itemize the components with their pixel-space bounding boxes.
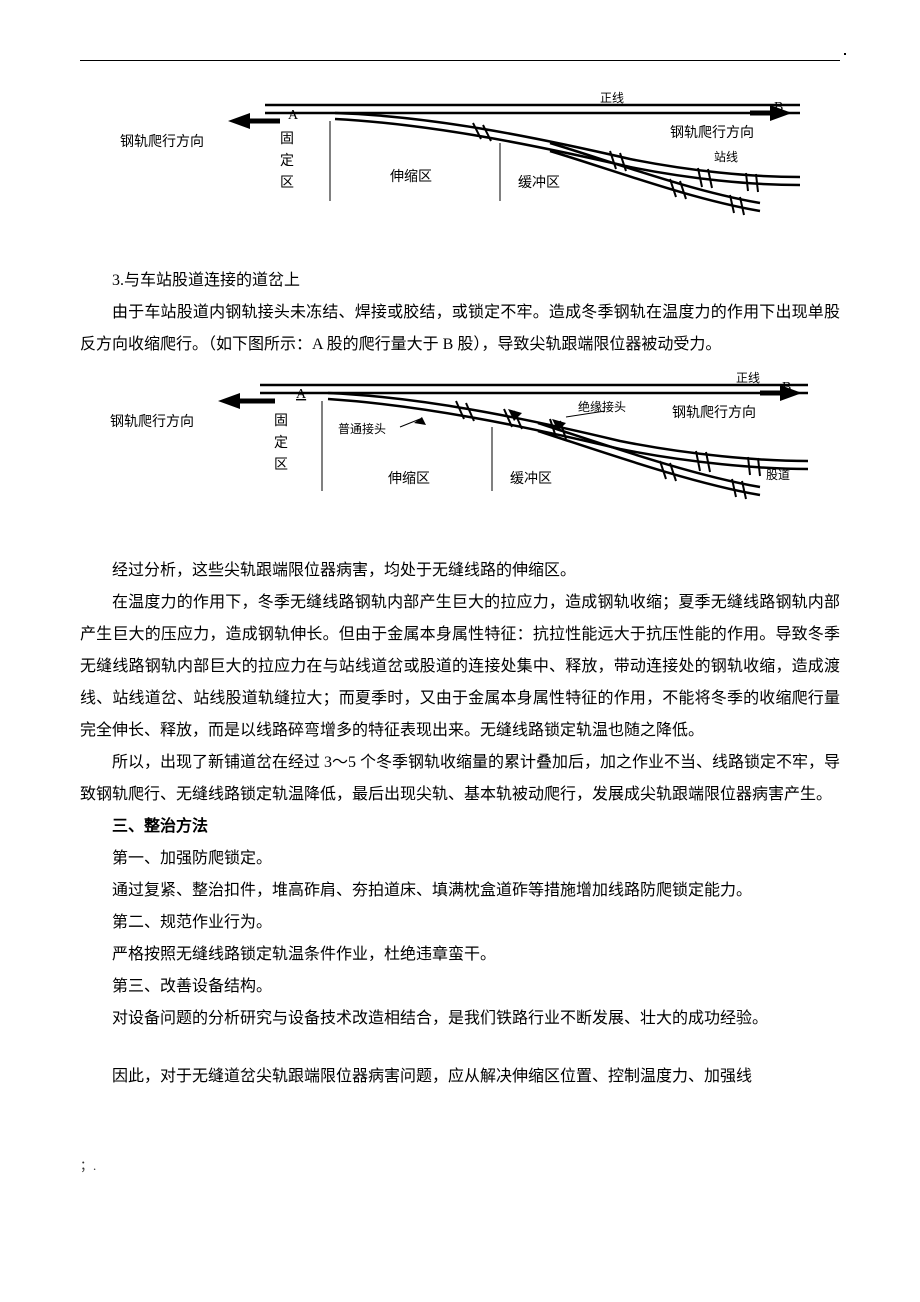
diagram-1: 钢轨爬行方向 钢轨爬行方向 正线 A B 站线 固 定 区 伸缩区 缓冲区 <box>110 91 810 241</box>
d2-common: 普通接头 <box>338 421 386 436</box>
method-3-body: 对设备问题的分析研究与设备技术改造相结合，是我们铁路行业不断发展、壮大的成功经验… <box>80 1003 840 1035</box>
method-1-body: 通过复紧、整治扣件，堆高砟肩、夯拍道床、填满枕盒道砟等措施增加线路防爬锁定能力。 <box>80 875 840 907</box>
d1-A: A <box>288 108 299 123</box>
analysis-p1: 经过分析，这些尖轨跟端限位器病害，均处于无缝线路的伸缩区。 <box>80 555 840 587</box>
d2-A: A <box>296 387 307 402</box>
svg-text:定: 定 <box>274 435 288 451</box>
d2-insulated: 绝缘接头 <box>578 399 626 414</box>
heading-3: 三、整治方法 <box>80 811 840 843</box>
footer-mark: ；. <box>80 1153 840 1179</box>
d1-B: B <box>774 100 783 115</box>
method-3-title: 第三、改善设备结构。 <box>80 971 840 1003</box>
svg-text:固: 固 <box>274 414 288 429</box>
d2-expansion: 伸缩区 <box>388 471 430 487</box>
d2-right-label: 钢轨爬行方向 <box>672 405 756 421</box>
d1-fixed-3: 区 <box>280 175 294 191</box>
d2-station-line: 股道 <box>766 468 790 482</box>
analysis-p3: 所以，出现了新铺道岔在经过 3～5 个冬季钢轨收缩量的累计叠加后，加之作业不当、… <box>80 747 840 811</box>
d1-fixed-1: 固 <box>280 132 294 147</box>
method-2-title: 第二、规范作业行为。 <box>80 907 840 939</box>
svg-text:区: 区 <box>274 457 288 473</box>
method-1-title: 第一、加强防爬锁定。 <box>80 843 840 875</box>
method-2-body: 严格按照无缝线路锁定轨温条件作业，杜绝违章蛮干。 <box>80 939 840 971</box>
d1-right-label: 钢轨爬行方向 <box>670 125 754 141</box>
d1-expansion: 伸缩区 <box>390 169 432 185</box>
page-top-rule <box>80 60 840 61</box>
spacer <box>80 1035 840 1061</box>
d2-left-label: 钢轨爬行方向 <box>110 414 194 430</box>
diagram-1-wrap: 钢轨爬行方向 钢轨爬行方向 正线 A B 站线 固 定 区 伸缩区 缓冲区 <box>80 91 840 241</box>
d2-B: B <box>782 380 791 395</box>
diagram-2-wrap: 钢轨爬行方向 钢轨爬行方向 正线 A B 绝缘接头 普通接头 股道 固 定 区 … <box>80 371 840 531</box>
analysis-p2: 在温度力的作用下，冬季无缝线路钢轨内部产生巨大的拉应力，造成钢轨收缩；夏季无缝线… <box>80 587 840 747</box>
d1-main-line: 正线 <box>600 91 624 105</box>
diagram-2: 钢轨爬行方向 钢轨爬行方向 正线 A B 绝缘接头 普通接头 股道 固 定 区 … <box>100 371 820 531</box>
section-3-p1: 由于车站股道内钢轨接头未冻结、焊接或胶结，或锁定不牢。造成冬季钢轨在温度力的作用… <box>80 297 840 361</box>
d1-fixed-2: 定 <box>280 153 294 169</box>
d1-buffer: 缓冲区 <box>518 175 560 191</box>
section-3-title: 3.与车站股道连接的道岔上 <box>80 265 840 297</box>
d1-left-label: 钢轨爬行方向 <box>120 134 204 150</box>
conclusion: 因此，对于无缝道岔尖轨跟端限位器病害问题，应从解决伸缩区位置、控制温度力、加强线 <box>80 1061 840 1093</box>
d2-buffer: 缓冲区 <box>510 471 552 487</box>
d2-main-line: 正线 <box>736 371 760 385</box>
d1-station-line: 站线 <box>714 150 738 164</box>
